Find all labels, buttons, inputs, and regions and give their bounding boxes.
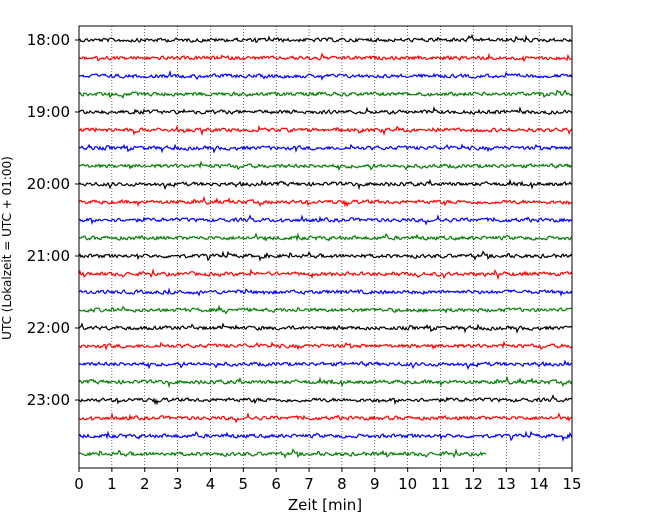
x-tick-label: 11 [431,475,450,493]
y-axis: 18:00 19:00 20:00 21:00 22:00 23:00 [27,31,79,409]
seismic-trace [78,430,573,442]
seismic-trace [78,250,573,262]
seismic-trace [78,33,573,44]
x-tick-label: 3 [173,475,183,493]
seismic-trace [78,412,573,424]
seismic-trace [78,160,573,172]
x-tick-label: 0 [74,475,84,493]
seismic-trace [78,448,487,459]
x-tick-label: 4 [206,475,216,493]
seismic-trace [78,359,573,371]
x-axis-label: Zeit [min] [288,496,362,514]
seismic-trace [78,340,573,351]
seismic-trace [78,268,573,281]
seismic-trace [78,195,572,208]
y-tick-label: 22:00 [27,319,70,337]
x-tick-label: 5 [239,475,249,493]
seismic-trace [78,105,573,116]
x-tick-label: 7 [304,475,314,493]
x-tick-label: 15 [562,475,581,493]
x-axis: 0 1 2 3 4 5 6 7 8 9 10 11 12 13 14 15 [74,468,582,493]
seismic-trace [78,124,573,137]
plot-frame [78,25,573,469]
y-tick-label: 23:00 [27,391,70,409]
x-tick-label: 6 [271,475,281,493]
seismic-trace [79,69,573,81]
x-tick-label: 2 [140,475,150,493]
y-tick-label: 19:00 [27,103,70,121]
x-tick-label: 1 [107,475,117,493]
x-tick-label: 9 [370,475,380,493]
x-tick-label: 14 [530,475,549,493]
seismic-trace [78,143,573,154]
y-tick-label: 21:00 [27,247,70,265]
y-tick-label: 20:00 [27,175,70,193]
seismic-trace [78,232,573,242]
x-tick-label: 13 [497,475,516,493]
x-tick-label: 12 [464,475,483,493]
x-tick-label: 10 [398,475,417,493]
seismic-traces [78,33,573,459]
y-tick-label: 18:00 [27,31,70,49]
seismic-trace [78,214,573,226]
seismic-trace [78,375,573,389]
seismic-trace [78,178,573,191]
x-tick-label: 8 [337,475,347,493]
seismic-trace [78,52,572,63]
plot-area [79,26,572,468]
seismic-trace [78,322,573,334]
seismic-trace [78,304,573,315]
seismic-trace [78,89,573,100]
y-axis-label: UTC (Lokalzeit = UTC + 01:00) [0,156,14,340]
seismic-trace [78,394,573,406]
seismic-trace [78,287,573,298]
